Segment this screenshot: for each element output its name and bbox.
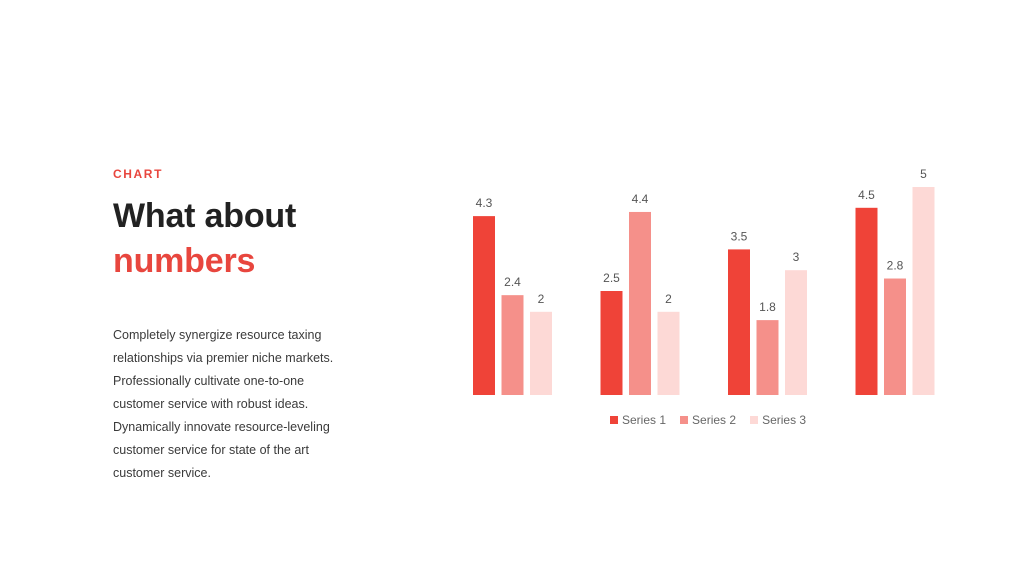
legend-label: Series 3 xyxy=(762,413,807,427)
data-label-series-3-group-1: 2 xyxy=(538,292,545,306)
bar-series-3-group-1 xyxy=(530,311,552,395)
data-label-series-2-group-1: 2.4 xyxy=(504,275,521,289)
text-column: CHART What about numbers Completely syne… xyxy=(113,160,413,485)
data-label-series-3-group-3: 3 xyxy=(793,250,800,264)
legend-item-series-3: Series 3 xyxy=(750,413,806,427)
bar-series-2-group-1 xyxy=(501,295,524,395)
data-label-series-2-group-3: 1.8 xyxy=(759,300,776,314)
bar-series-1-group-4 xyxy=(855,207,878,395)
legend-swatch xyxy=(680,416,689,424)
data-label-series-1-group-3: 3.5 xyxy=(731,229,748,243)
bar-chart: 4.3 2.4 2 2.5 4.4 2 3.5 1.8 3 4.5 2.8 5 Series 1 Ser… xyxy=(440,150,960,450)
legend-label: Series 2 xyxy=(692,413,737,427)
data-label-series-2-group-4: 2.8 xyxy=(887,259,904,273)
bar-series-2-group-3 xyxy=(756,320,779,395)
bar-series-2-group-4 xyxy=(884,278,906,395)
title-line-1: What about xyxy=(113,197,297,235)
body-paragraph: Completely synergize resource taxing rel… xyxy=(113,328,334,481)
chart-plot: 4.3 2.4 2 2.5 4.4 2 3.5 1.8 3 4.5 2.8 5 xyxy=(473,167,935,395)
page-title: What about numbers xyxy=(113,194,413,284)
bar-series-2-group-2 xyxy=(629,211,651,395)
data-label-series-1-group-2: 2.5 xyxy=(603,271,620,285)
legend-label: Series 1 xyxy=(622,413,667,427)
legend-swatch xyxy=(750,416,759,424)
legend-item-series-1: Series 1 xyxy=(610,413,666,427)
data-label-series-3-group-4: 5 xyxy=(920,167,927,181)
data-label-series-2-group-2: 4.4 xyxy=(632,192,649,206)
bar-series-3-group-2 xyxy=(657,311,680,395)
chart-legend: Series 1 Series 2 Series 3 xyxy=(610,413,806,427)
title-line-2: numbers xyxy=(113,242,256,281)
kicker-label: CHART xyxy=(113,167,163,181)
data-label-series-1-group-4: 4.5 xyxy=(858,188,875,202)
legend-item-series-2: Series 2 xyxy=(680,413,736,427)
bar-series-1-group-1 xyxy=(473,216,495,395)
legend-swatch xyxy=(610,416,618,424)
data-label-series-3-group-2: 2 xyxy=(665,292,672,306)
bar-series-3-group-4 xyxy=(912,187,935,395)
bar-series-3-group-3 xyxy=(785,270,807,395)
bar-series-1-group-2 xyxy=(600,291,623,395)
data-label-series-1-group-1: 4.3 xyxy=(476,196,493,210)
bar-series-1-group-3 xyxy=(728,249,750,395)
